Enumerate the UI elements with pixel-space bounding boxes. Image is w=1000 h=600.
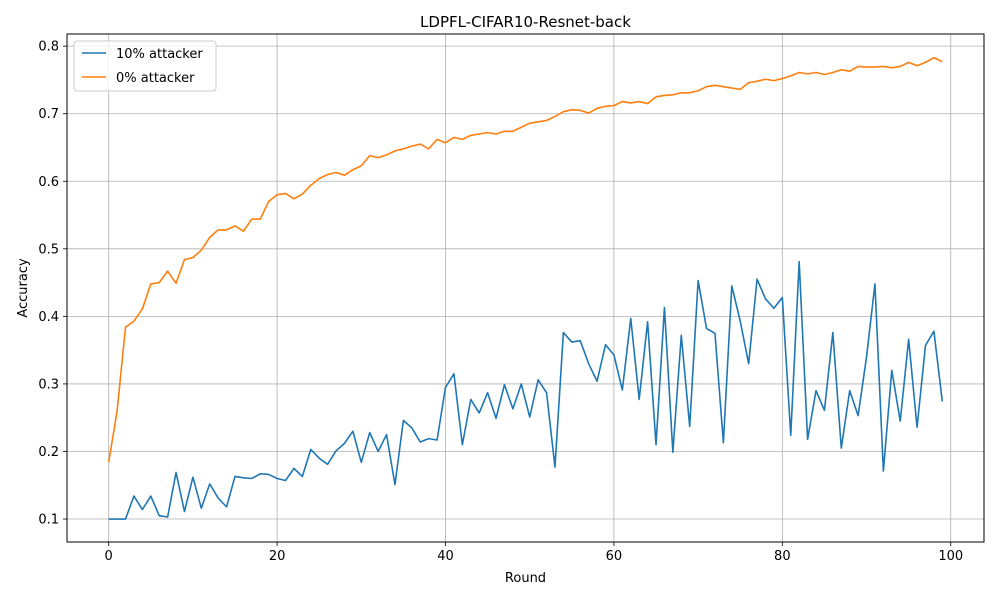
- y-tick-label: 0.1: [38, 513, 59, 528]
- x-tick-label: 100: [938, 549, 963, 564]
- series-lines: [107, 56, 944, 520]
- legend-label-10pct-attacker: 10% attacker: [116, 47, 203, 62]
- grid: [67, 34, 984, 542]
- x-tick-label: 60: [606, 549, 623, 564]
- legend: 10% attacker 0% attacker: [73, 40, 217, 92]
- y-tick-label: 0.4: [38, 310, 59, 325]
- y-tick-label: 0.7: [38, 107, 59, 122]
- x-tick-label: 20: [269, 549, 286, 564]
- y-tick-label: 0.3: [38, 377, 59, 392]
- y-tick-label: 0.8: [38, 40, 59, 55]
- x-tick-label: 80: [774, 549, 791, 564]
- y-tick-label: 0.6: [38, 175, 59, 190]
- axis-ticks: 0 20 40 60 80 100 0.1 0.2 0.3 0.4 0.5 0.6 0.7 0.8: [38, 40, 963, 564]
- series-line-0pct-attacker: [107, 56, 943, 463]
- y-axis-label: Accuracy: [16, 258, 31, 318]
- plot-frame: [66, 33, 985, 543]
- legend-label-0pct-attacker: 0% attacker: [116, 71, 195, 86]
- chart-title: LDPFL-CIFAR10-Resnet-back: [420, 13, 631, 31]
- series-line-10pct-attacker: [108, 260, 944, 520]
- y-tick-label: 0.2: [38, 445, 59, 460]
- y-tick-label: 0.5: [38, 242, 59, 257]
- x-axis-label: Round: [505, 571, 546, 586]
- x-tick-label: 0: [105, 549, 113, 564]
- legend-box: [73, 40, 217, 92]
- x-tick-label: 40: [437, 549, 454, 564]
